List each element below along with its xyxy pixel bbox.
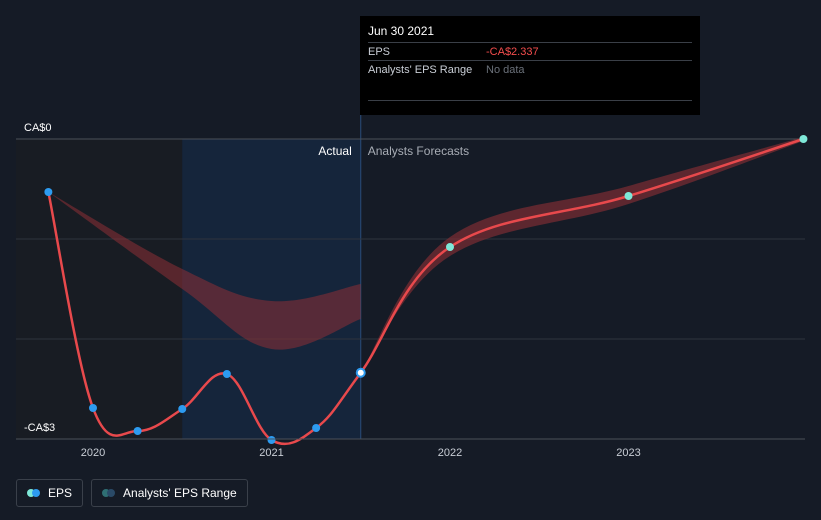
gridlines <box>16 138 805 340</box>
tooltip-range-value: No data <box>486 63 525 76</box>
x-tick-label-2021: 2021 <box>259 447 283 459</box>
range-legend-icon <box>102 489 116 497</box>
tooltip-range-row: Analysts' EPS Range No data <box>368 60 692 78</box>
legend-range-label: Analysts' EPS Range <box>123 486 237 500</box>
x-ticks: 2020 2021 2022 2023 <box>81 447 641 459</box>
eps-legend-icon <box>27 489 40 497</box>
eps-actual-point[interactable] <box>222 370 231 378</box>
eps-forecast-point[interactable] <box>799 135 808 143</box>
tooltip-eps-row: EPS -CA$2.337 <box>368 42 692 60</box>
tooltip-divider <box>368 100 692 101</box>
tooltip-date: Jun 30 2021 <box>368 24 435 38</box>
legend-eps-label: EPS <box>48 486 73 500</box>
x-tick-label-2022: 2022 <box>438 447 462 459</box>
forecast-label: Analysts Forecasts <box>368 144 469 158</box>
eps-actual-point[interactable] <box>355 367 366 378</box>
analysts-range-band <box>48 192 361 350</box>
y-tick-label-top: CA$0 <box>24 122 52 134</box>
eps-forecast-point[interactable] <box>446 243 454 251</box>
eps-actual-point[interactable] <box>89 404 97 412</box>
eps-actual-point[interactable] <box>44 188 53 196</box>
legend: EPS Analysts' EPS Range <box>16 479 248 507</box>
hover-tooltip: Jun 30 2021 EPS -CA$2.337 Analysts' EPS … <box>360 16 700 115</box>
forecast-range-band <box>360 137 804 373</box>
eps-actual-point[interactable] <box>312 424 321 432</box>
eps-actual-point[interactable] <box>267 436 276 444</box>
actual-label: Actual <box>318 144 351 158</box>
past-shading <box>16 139 183 439</box>
eps-forecast-point[interactable] <box>624 192 633 200</box>
eps-line <box>47 137 804 446</box>
y-tick-label-bottom: -CA$3 <box>24 422 55 434</box>
tooltip-eps-label: EPS <box>368 45 391 58</box>
eps-actual-point[interactable] <box>133 427 142 435</box>
legend-eps-toggle[interactable]: EPS <box>16 479 84 507</box>
tooltip-range-label: Analysts' EPS Range <box>368 63 473 76</box>
eps-actual-point[interactable] <box>178 405 187 413</box>
legend-range-toggle[interactable]: Analysts' EPS Range <box>91 479 248 507</box>
tooltip-eps-value: -CA$2.337 <box>486 45 539 58</box>
eps-markers <box>44 135 808 444</box>
x-tick-label-2020: 2020 <box>81 447 105 459</box>
x-tick-label-2023: 2023 <box>616 447 640 459</box>
